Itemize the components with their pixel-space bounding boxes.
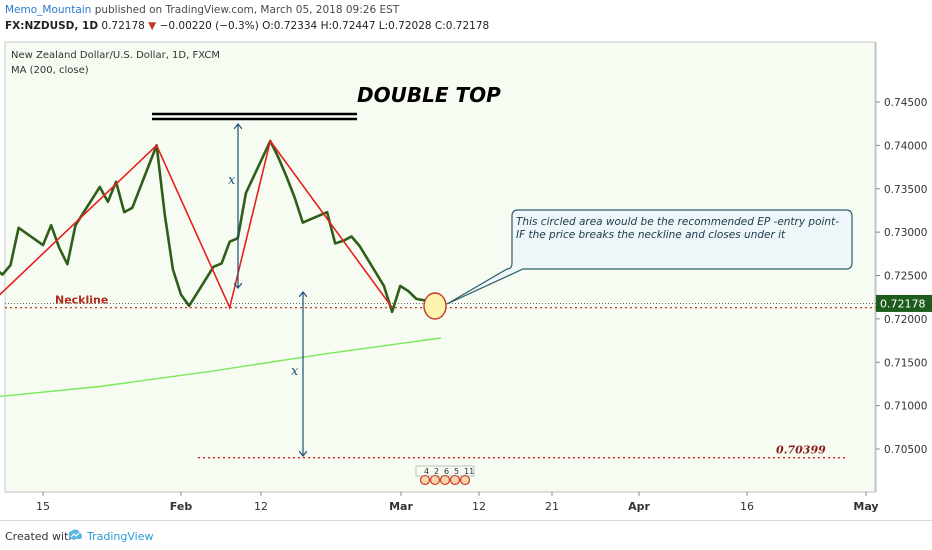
event-flag-label: 5 bbox=[454, 467, 459, 476]
tradingview-brand-link[interactable]: TradingView bbox=[87, 530, 154, 543]
price-marker-label: 0.72178 bbox=[880, 297, 926, 310]
y-axis: 0.74500 0.74000 0.73500 0.73000 0.72500 0.720… bbox=[876, 97, 927, 456]
event-flag-icon[interactable] bbox=[439, 474, 451, 486]
callout-box: This circled area would be the recommend… bbox=[446, 209, 853, 305]
open-value: O:0.72334 bbox=[262, 20, 318, 32]
callout-text: This circled area would be the recommend… bbox=[516, 216, 839, 241]
y-tick-label: 0.72500 bbox=[884, 271, 927, 283]
price-axis-background bbox=[876, 42, 932, 492]
x-tick-label: Apr bbox=[628, 500, 650, 513]
event-flag-label: 4 bbox=[424, 467, 429, 476]
y-tick-label: 0.71000 bbox=[884, 401, 927, 413]
double-top-resistance bbox=[152, 112, 357, 121]
ohlc-legend: FX:NZDUSD, 1D 0.72178 ▼ −0.00220 (−0.3%)… bbox=[5, 20, 489, 32]
high-value: H:0.72447 bbox=[320, 20, 376, 32]
change-value: −0.00220 (−0.3%) bbox=[159, 20, 259, 32]
event-flag-icon[interactable] bbox=[449, 474, 461, 486]
event-flag-label: 2 bbox=[434, 467, 439, 476]
down-arrow-icon: ▼ bbox=[148, 20, 157, 32]
y-tick-label: 0.74000 bbox=[884, 140, 927, 152]
y-tick-label: 0.72000 bbox=[884, 314, 927, 326]
price-marker: 0.72178 bbox=[876, 294, 932, 312]
event-flags-frame bbox=[415, 465, 475, 477]
x-tick-label: Mar bbox=[389, 500, 413, 513]
x-tick-label: May bbox=[853, 500, 878, 513]
author-link[interactable]: Memo_Mountain bbox=[5, 4, 92, 16]
measure-label-top: x bbox=[228, 173, 236, 188]
y-tick-label: 0.70500 bbox=[884, 444, 927, 456]
x-tick-label: 12 bbox=[472, 500, 486, 513]
tradingview-logo-icon[interactable] bbox=[66, 528, 84, 542]
footer-divider bbox=[0, 520, 932, 521]
created-with-label: Created with bbox=[5, 530, 76, 543]
footer: Created with TradingView bbox=[0, 522, 932, 550]
x-tick-label: 12 bbox=[254, 500, 268, 513]
x-tick-label: 16 bbox=[740, 500, 754, 513]
ma-200-line bbox=[0, 337, 441, 398]
close-value: C:0.72178 bbox=[434, 20, 490, 32]
chart-area[interactable]: New Zealand Dollar/U.S. Dollar, 1D, FXCM… bbox=[0, 38, 932, 520]
event-flag-icon[interactable] bbox=[419, 474, 431, 486]
x-tick-label: 21 bbox=[545, 500, 559, 513]
y-tick-label: 0.71500 bbox=[884, 357, 927, 369]
target-label: 0.70399 bbox=[776, 444, 826, 457]
event-flag-icon[interactable] bbox=[429, 474, 441, 486]
publication-info: Memo_Mountain published on TradingView.c… bbox=[5, 4, 399, 16]
last-price: 0.72178 bbox=[101, 20, 145, 32]
double-top-pattern bbox=[0, 139, 393, 311]
event-flag-label: 6 bbox=[444, 467, 449, 476]
x-axis: 15 Feb 12 Mar 12 21 Apr 16 May bbox=[36, 492, 879, 513]
y-tick-label: 0.73500 bbox=[884, 184, 927, 196]
published-text: published on TradingView.com, March 05, … bbox=[94, 4, 400, 16]
event-flag-label: 11 bbox=[464, 467, 474, 476]
x-tick-label: Feb bbox=[170, 500, 193, 513]
measure-label-bottom: x bbox=[291, 364, 299, 379]
chart-title: New Zealand Dollar/U.S. Dollar, 1D, FXCM bbox=[11, 50, 220, 61]
y-tick-label: 0.73000 bbox=[884, 227, 927, 239]
event-flag-icon[interactable] bbox=[459, 474, 471, 486]
event-flags[interactable]: 4 2 6 5 11 bbox=[415, 465, 475, 486]
pattern-title: DOUBLE TOP bbox=[357, 83, 501, 107]
x-tick-label: 15 bbox=[36, 500, 50, 513]
entry-point-circle[interactable] bbox=[423, 292, 447, 320]
low-value: L:0.72028 bbox=[378, 20, 432, 32]
price-chart[interactable]: New Zealand Dollar/U.S. Dollar, 1D, FXCM… bbox=[0, 38, 932, 520]
neckline-label: Neckline bbox=[55, 294, 108, 307]
publication-header: Memo_Mountain published on TradingView.c… bbox=[0, 0, 932, 38]
y-tick-label: 0.74500 bbox=[884, 97, 927, 109]
symbol-label[interactable]: FX:NZDUSD, 1D bbox=[5, 20, 99, 32]
ma-indicator-label[interactable]: MA (200, close) bbox=[11, 65, 89, 76]
